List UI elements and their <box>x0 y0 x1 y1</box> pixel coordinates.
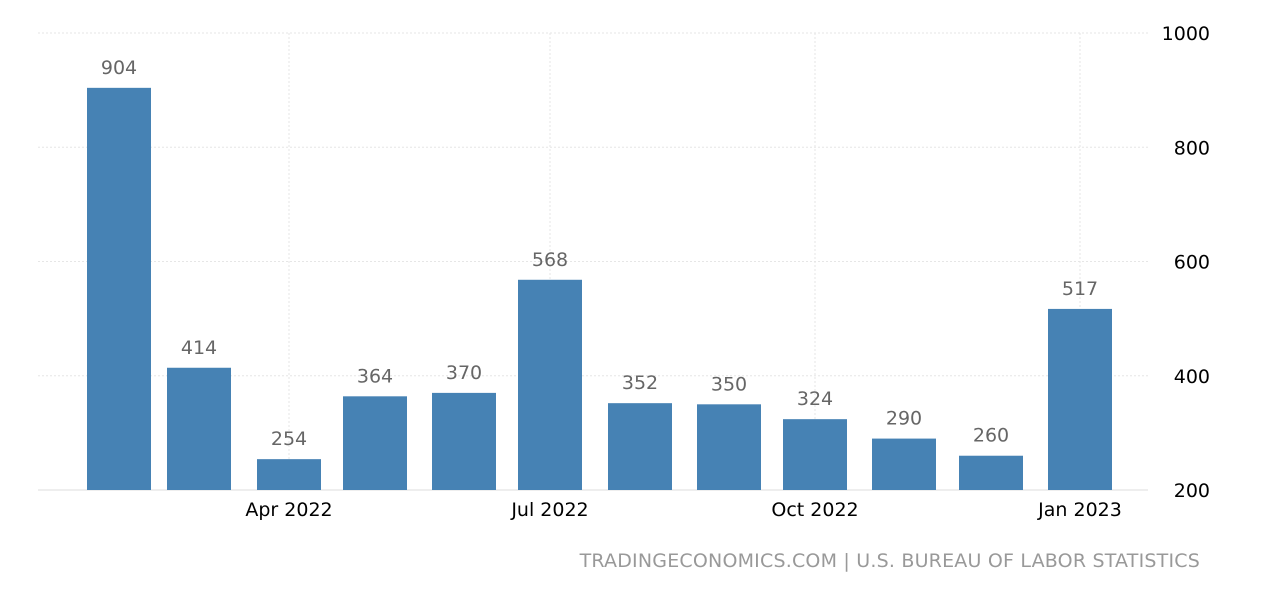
bar[interactable] <box>343 396 407 490</box>
source-credit[interactable]: TRADINGECONOMICS.COM | U.S. BUREAU OF LA… <box>579 550 1200 572</box>
bar[interactable] <box>432 392 496 490</box>
data-label: 352 <box>622 372 658 394</box>
data-label: 364 <box>357 365 393 387</box>
data-label: 260 <box>973 425 1009 447</box>
y-tick-label: 200 <box>1174 480 1210 502</box>
bar[interactable] <box>518 279 582 490</box>
y-tick-label: 600 <box>1174 252 1210 274</box>
bar[interactable] <box>783 419 847 490</box>
data-label: 568 <box>532 249 568 271</box>
bar[interactable] <box>87 87 151 490</box>
bar[interactable] <box>959 455 1023 490</box>
bar[interactable] <box>257 459 321 490</box>
data-labels-layer: 904 414 254 364 370 568 352 350 324 290 260 517 <box>101 57 1098 450</box>
data-label: 370 <box>446 362 482 384</box>
x-tick-label: Apr 2022 <box>245 499 332 521</box>
y-axis: 200 400 600 800 1000 <box>1162 23 1210 502</box>
y-tick-label: 1000 <box>1162 23 1210 45</box>
y-tick-label: 400 <box>1174 366 1210 388</box>
bar[interactable] <box>608 403 672 490</box>
data-label: 517 <box>1062 278 1098 300</box>
data-label: 254 <box>271 428 307 450</box>
bar[interactable] <box>872 438 936 490</box>
data-label: 290 <box>886 408 922 430</box>
bar[interactable] <box>167 367 231 490</box>
x-axis: Apr 2022 Jul 2022 Oct 2022 Jan 2023 <box>245 499 1121 521</box>
x-tick-label: Jan 2023 <box>1037 499 1122 521</box>
data-label: 350 <box>711 373 747 395</box>
bar[interactable] <box>1048 308 1112 490</box>
bar[interactable] <box>697 404 761 490</box>
data-label: 904 <box>101 57 137 79</box>
x-tick-label: Jul 2022 <box>510 499 588 521</box>
data-label: 414 <box>181 337 217 359</box>
y-tick-label: 800 <box>1174 137 1210 159</box>
data-label: 324 <box>797 388 833 410</box>
x-tick-label: Oct 2022 <box>771 499 858 521</box>
bars-layer <box>87 87 1112 490</box>
